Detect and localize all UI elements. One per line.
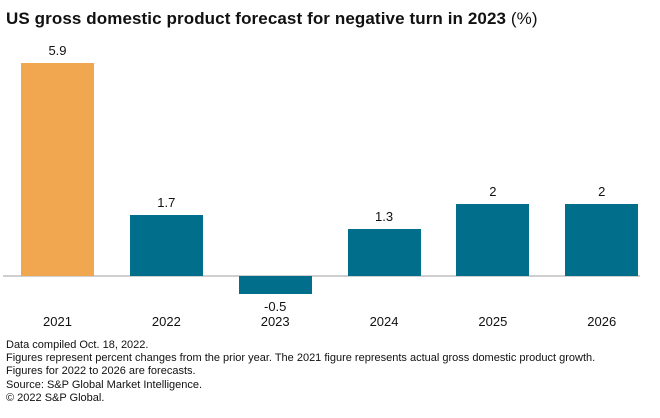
value-label-2022: 1.7 bbox=[157, 194, 176, 210]
bar-2026 bbox=[565, 203, 639, 276]
value-label-2023: -0.5 bbox=[263, 299, 287, 315]
chart-title-unit-suffix: (%) bbox=[506, 9, 538, 28]
footnote-figures-meaning: Figures represent percent changes from t… bbox=[6, 352, 596, 365]
x-tick-2025: 2025 bbox=[478, 314, 508, 329]
value-label-2021: 5.9 bbox=[48, 43, 67, 58]
x-tick-2026: 2026 bbox=[587, 314, 617, 329]
footnote-forecast-range: Figures for 2022 to 2026 are forecasts. bbox=[6, 365, 196, 378]
value-label-2026: 2 bbox=[598, 183, 606, 199]
bar-2023 bbox=[238, 276, 312, 295]
x-tick-2022: 2022 bbox=[151, 314, 181, 329]
bar-2024 bbox=[347, 229, 421, 276]
x-tick-2021: 2021 bbox=[43, 314, 72, 329]
x-axis-line bbox=[3, 275, 640, 277]
chart-title: US gross domestic product forecast for n… bbox=[6, 8, 538, 29]
footnote-copyright: © 2022 S&P Global. bbox=[6, 391, 105, 404]
x-tick-2023: 2023 bbox=[260, 314, 290, 329]
footnote-data-compiled: Data compiled Oct. 18, 2022. bbox=[6, 339, 149, 351]
bar-2025 bbox=[456, 203, 530, 276]
value-label-2025: 2 bbox=[489, 183, 497, 199]
footnotes: Data compiled Oct. 18, 2022. Figures rep… bbox=[6, 339, 656, 405]
footnote-source: Source: S&P Global Market Intelligence. bbox=[6, 378, 203, 391]
value-label-2024: 1.3 bbox=[375, 209, 394, 225]
bar-2021 bbox=[21, 63, 94, 276]
chart-title-main: US gross domestic product forecast for n… bbox=[6, 9, 507, 28]
bar-2022 bbox=[129, 214, 203, 276]
x-tick-2024: 2024 bbox=[369, 314, 399, 329]
